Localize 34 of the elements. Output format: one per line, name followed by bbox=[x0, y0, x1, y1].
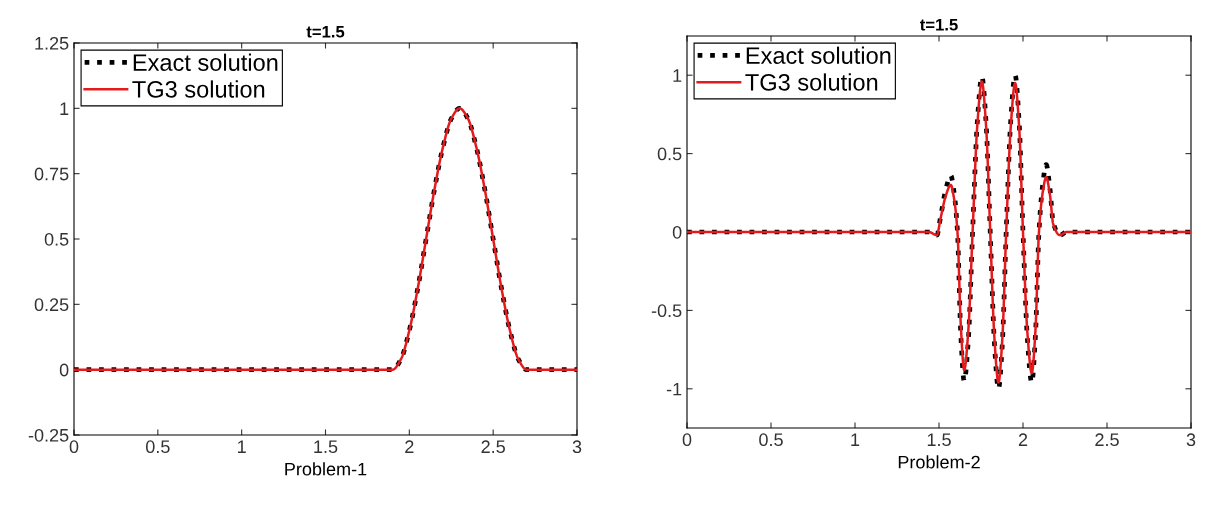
y-tick-label: 0 bbox=[59, 363, 69, 377]
y-tick-label: 0.5 bbox=[44, 232, 69, 246]
x-tick-label: 2 bbox=[405, 440, 414, 453]
y-tick-label: 0.5 bbox=[657, 147, 682, 161]
x-tick-label: 0.5 bbox=[145, 440, 170, 454]
y-tick-label: 0.75 bbox=[34, 167, 69, 181]
legend-label: TG3 solution bbox=[745, 73, 878, 91]
x-tick-label: 1 bbox=[851, 433, 860, 446]
legend-label: TG3 solution bbox=[132, 80, 265, 98]
x-tick-label: 2 bbox=[1018, 433, 1028, 446]
x-tick-label: 2.5 bbox=[481, 440, 505, 454]
y-tick-label: 1 bbox=[60, 102, 69, 115]
y-tick-label: -0.5 bbox=[651, 304, 682, 318]
y-tick-label: -1 bbox=[666, 382, 682, 396]
x-tick-label: 0 bbox=[682, 433, 692, 447]
legend-label: Exact solution bbox=[133, 53, 278, 71]
x-axis-title: Problem-2 bbox=[898, 455, 980, 469]
x-tick-label: 1 bbox=[238, 440, 246, 453]
x-axis-title: Problem-1 bbox=[285, 462, 367, 476]
chart-title: t=1.5 bbox=[919, 18, 958, 31]
x-tick-label: 0 bbox=[69, 440, 79, 454]
y-tick-label: 0 bbox=[672, 225, 682, 239]
legend-label: Exact solution bbox=[746, 46, 891, 64]
chart-title: t=1.5 bbox=[306, 25, 345, 38]
x-tick-label: 1.5 bbox=[927, 433, 951, 447]
y-tick-label: 1.25 bbox=[35, 36, 69, 50]
y-tick-label: 0.25 bbox=[34, 298, 69, 312]
x-tick-label: 3 bbox=[572, 440, 582, 454]
x-tick-label: 0.5 bbox=[759, 433, 783, 447]
x-tick-label: 3 bbox=[1186, 433, 1196, 447]
y-tick-label: -0.25 bbox=[28, 428, 69, 442]
x-tick-label: 2.5 bbox=[1095, 433, 1119, 447]
y-tick-label: 1 bbox=[673, 69, 682, 82]
x-tick-label: 1.5 bbox=[314, 440, 338, 454]
